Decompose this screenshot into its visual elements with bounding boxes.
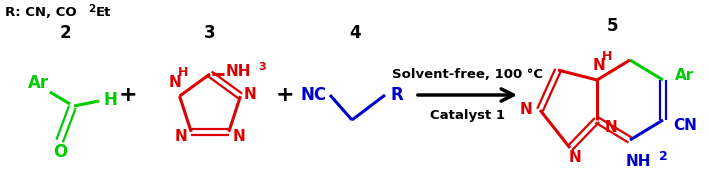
- Text: Ar: Ar: [28, 74, 48, 92]
- Text: 2: 2: [659, 151, 667, 164]
- Text: 5: 5: [606, 17, 618, 35]
- Text: 3: 3: [258, 62, 266, 72]
- Text: O: O: [53, 143, 67, 161]
- Text: R: R: [391, 86, 403, 104]
- Text: Ar: Ar: [676, 67, 695, 83]
- Text: CN: CN: [673, 118, 697, 133]
- Text: N: N: [244, 87, 257, 102]
- Text: 4: 4: [350, 24, 361, 42]
- Text: 3: 3: [204, 24, 216, 42]
- Text: Catalyst 1: Catalyst 1: [430, 108, 505, 121]
- Text: N: N: [168, 75, 181, 90]
- Text: H: H: [602, 49, 612, 62]
- Text: 2: 2: [88, 4, 95, 14]
- Text: Solvent-free, 100 °C: Solvent-free, 100 °C: [391, 68, 542, 82]
- Text: H: H: [177, 66, 188, 79]
- Text: NH: NH: [625, 155, 651, 170]
- Text: H: H: [103, 91, 117, 109]
- Text: +: +: [118, 85, 138, 105]
- Text: NC: NC: [301, 86, 327, 104]
- Text: N: N: [233, 129, 245, 144]
- Text: N: N: [175, 129, 188, 144]
- Text: N: N: [605, 121, 618, 136]
- Text: N: N: [593, 58, 605, 74]
- Text: N: N: [569, 151, 581, 165]
- Text: NH: NH: [225, 64, 251, 80]
- Text: Et: Et: [96, 7, 111, 20]
- Text: N: N: [520, 102, 532, 118]
- Text: +: +: [276, 85, 294, 105]
- Text: 2: 2: [59, 24, 71, 42]
- Text: R: CN, CO: R: CN, CO: [5, 7, 77, 20]
